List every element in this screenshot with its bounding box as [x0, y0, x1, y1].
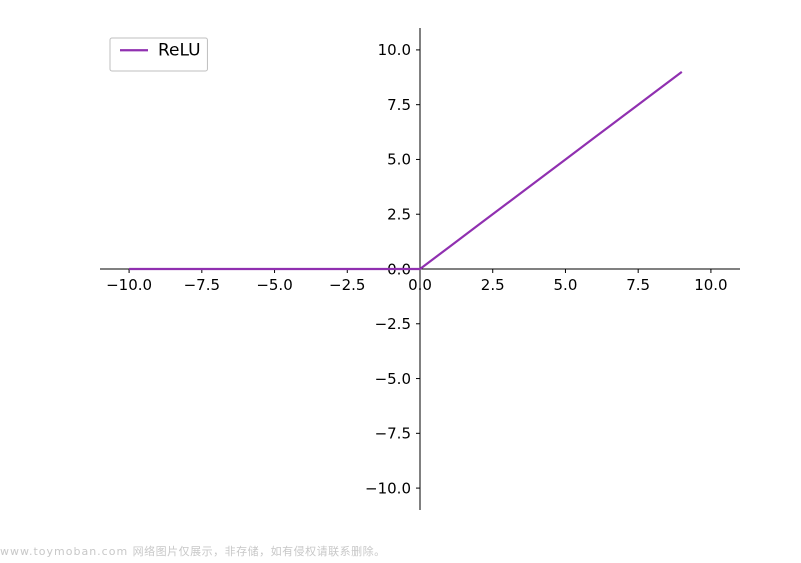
x-tick-label: 2.5 — [481, 276, 505, 294]
chart-stage: −10.0 −7.5 −5.0 −2.5 0.0 2.5 5.0 7.5 10.0 −10.0 −7… — [0, 0, 801, 563]
y-tick-label: −10.0 — [365, 479, 411, 497]
y-tick-label: 2.5 — [387, 205, 411, 223]
x-tick-label: −2.5 — [329, 276, 365, 294]
x-tick-label: −5.0 — [256, 276, 292, 294]
x-tick-label: 0.0 — [408, 276, 432, 294]
y-tick-label: −5.0 — [375, 370, 411, 388]
x-tick-label: −10.0 — [106, 276, 152, 294]
footer-domain: www.toymoban.com — [0, 545, 128, 558]
footer-note: 网络图片仅展示，非存储，如有侵权请联系删除。 — [133, 545, 386, 558]
y-tick-label: 10.0 — [378, 41, 411, 59]
y-tick-label: −7.5 — [375, 425, 411, 443]
x-tick-label: 10.0 — [694, 276, 727, 294]
y-tick-label: 5.0 — [387, 151, 411, 169]
footer-text: www.toymoban.com 网络图片仅展示，非存储，如有侵权请联系删除。 — [0, 543, 386, 559]
relu-chart: −10.0 −7.5 −5.0 −2.5 0.0 2.5 5.0 7.5 10.0 −10.0 −7… — [0, 0, 801, 563]
x-tick-label: 5.0 — [554, 276, 578, 294]
x-tick-label: 7.5 — [626, 276, 650, 294]
y-tick-label: −2.5 — [375, 315, 411, 333]
legend-label: ReLU — [158, 40, 201, 60]
y-tick-label: 7.5 — [387, 96, 411, 114]
x-tick-label: −7.5 — [184, 276, 220, 294]
